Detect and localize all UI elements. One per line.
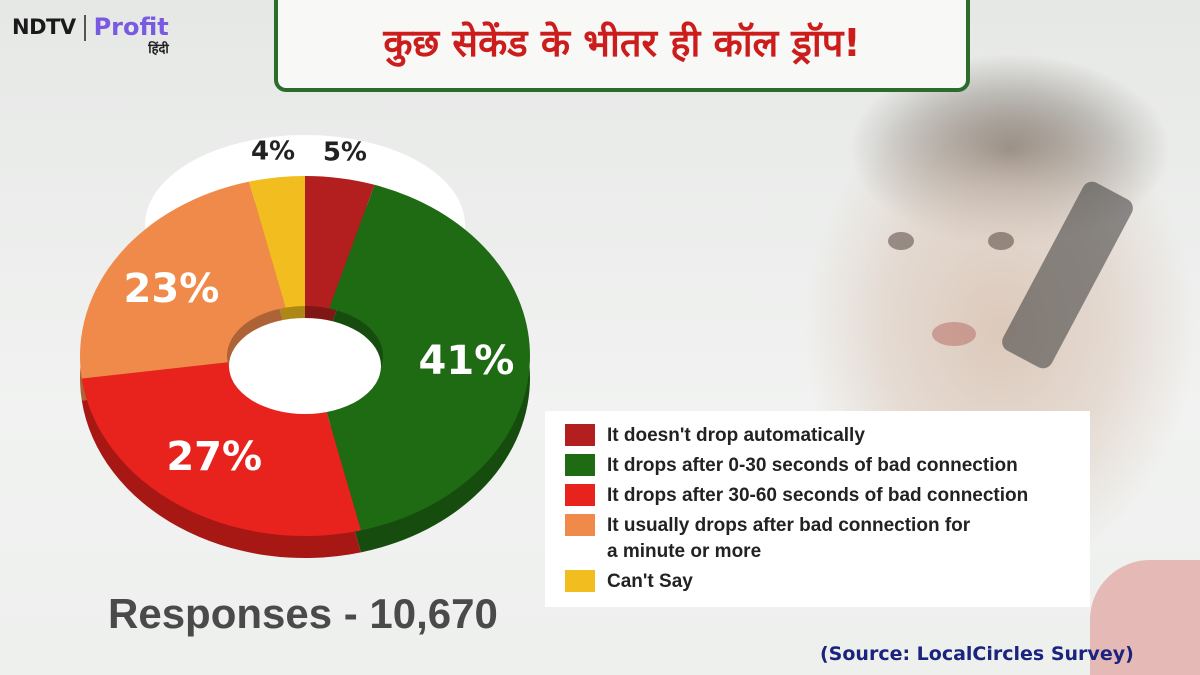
chart-legend: It doesn't drop automatically It drops a…: [545, 411, 1090, 607]
legend-item: It doesn't drop automatically: [565, 423, 1070, 449]
brand-logo: NDTV Profit हिंदी: [12, 12, 169, 58]
slice-value-label: 5%: [323, 138, 367, 168]
slice-value-label: 27%: [166, 434, 262, 480]
profit-logo: Profit हिंदी: [94, 12, 169, 58]
legend-label: It drops after 0-30 seconds of bad conne…: [607, 455, 1018, 476]
legend-label: It drops after 30-60 seconds of bad conn…: [607, 485, 1029, 506]
responses-count: Responses - 10,670: [108, 590, 498, 637]
hindi-logo-text: हिंदी: [148, 42, 169, 57]
pie-slice: [79, 181, 286, 379]
eye-image: [888, 232, 914, 250]
legend-swatch: [565, 570, 595, 592]
slice-value-label: 41%: [419, 338, 515, 384]
legend-item: It usually drops after bad connection fo…: [565, 513, 1070, 565]
mouth-image: [932, 322, 976, 346]
headline: कुछ सेकेंड के भीतर ही कॉल ड्रॉप!: [383, 21, 861, 65]
donut-hole: [229, 318, 381, 414]
legend-label: Can't Say: [607, 571, 693, 592]
slice-value-label: 23%: [124, 266, 220, 312]
source-note: (Source: LocalCircles Survey): [820, 643, 1134, 665]
slice-value-label: 4%: [251, 137, 295, 167]
legend-item: It drops after 30-60 seconds of bad conn…: [565, 483, 1070, 509]
legend-item: Can't Say: [565, 569, 1070, 595]
legend-swatch: [565, 514, 595, 536]
legend-swatch: [565, 484, 595, 506]
legend-label: It doesn't drop automatically: [607, 425, 865, 446]
legend-swatch: [565, 454, 595, 476]
pie-slice: [249, 176, 305, 308]
legend-swatch: [565, 424, 595, 446]
ndtv-logo-text: NDTV: [12, 15, 76, 39]
legend-item: It drops after 0-30 seconds of bad conne…: [565, 453, 1070, 479]
chart-slices: [79, 176, 530, 536]
profit-logo-text: Profit: [93, 13, 169, 41]
headline-box: कुछ सेकेंड के भीतर ही कॉल ड्रॉप!: [274, 0, 970, 92]
pie-slice: [305, 176, 375, 309]
legend-label: It usually drops after bad connection fo…: [607, 515, 971, 562]
pie-slice: [324, 184, 530, 531]
eye-image: [988, 232, 1014, 250]
logo-divider: [83, 15, 86, 41]
chart-labels: 5% 41% 27% 23% 4%: [124, 137, 515, 480]
shirt-image: [1090, 560, 1200, 675]
